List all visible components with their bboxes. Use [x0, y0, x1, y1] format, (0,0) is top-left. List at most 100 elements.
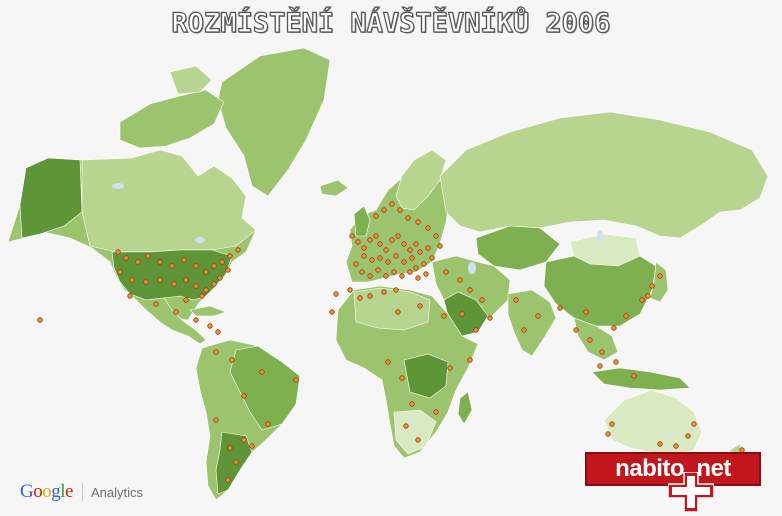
- landmass-british-isles: [353, 205, 371, 237]
- visitor-marker: [405, 215, 411, 221]
- visitor-marker: [403, 423, 409, 429]
- visitor-marker: [157, 277, 163, 283]
- visitor-marker: [583, 309, 589, 315]
- visitor-marker: [459, 311, 465, 317]
- landmass-cuba: [189, 305, 227, 317]
- visitor-marker: [407, 247, 413, 253]
- visitor-marker: [609, 421, 615, 427]
- visitor-marker: [383, 247, 389, 253]
- visitor-marker: [587, 337, 593, 343]
- visitor-marker: [467, 357, 473, 363]
- visitor-marker: [415, 275, 421, 281]
- visitor-marker: [395, 233, 401, 239]
- visitor-marker: [417, 249, 423, 255]
- visitor-marker: [393, 253, 399, 259]
- visitor-marker: [467, 287, 473, 293]
- visitor-marker: [235, 247, 241, 253]
- landmass-australia: [603, 389, 703, 457]
- visitor-marker: [385, 359, 391, 365]
- visitor-marker: [333, 291, 339, 297]
- visitor-marker: [443, 269, 449, 275]
- landmass-scandinavia: [395, 149, 447, 211]
- visitor-marker: [389, 237, 395, 243]
- visitor-marker: [605, 431, 611, 437]
- visitor-marker: [143, 279, 149, 285]
- visitor-marker: [241, 437, 247, 443]
- visitor-marker: [361, 253, 367, 259]
- visitor-marker: [535, 313, 541, 319]
- visitor-marker: [115, 249, 121, 255]
- visitor-marker: [413, 265, 419, 271]
- visitor-marker: [673, 443, 679, 449]
- visitor-marker: [181, 257, 187, 263]
- visitor-marker: [193, 283, 199, 289]
- visitor-markers: [37, 201, 745, 483]
- visitor-marker: [433, 233, 439, 239]
- visitor-marker: [691, 421, 697, 427]
- visitor-marker: [457, 277, 463, 283]
- visitor-marker: [613, 359, 619, 365]
- land-layer: [7, 47, 769, 501]
- landmass-indonesia: [591, 367, 691, 391]
- visitor-marker: [361, 245, 367, 251]
- landmass-southeast-asia: [573, 317, 619, 361]
- logo-divider: [81, 483, 83, 501]
- visitor-marker: [437, 243, 443, 249]
- landmass-arctic-islands: [119, 89, 225, 149]
- visitor-marker: [415, 219, 421, 225]
- visitor-marker: [293, 377, 299, 383]
- visitor-marker: [153, 301, 159, 307]
- visitor-marker: [199, 293, 205, 299]
- visitor-marker: [211, 263, 217, 269]
- visitor-marker: [397, 207, 403, 213]
- visitor-marker: [573, 327, 579, 333]
- landmass-sahara: [353, 287, 431, 331]
- visitor-marker: [123, 255, 129, 261]
- visitor-marker: [211, 281, 217, 287]
- visitor-marker: [241, 393, 247, 399]
- visitor-marker: [447, 365, 453, 371]
- visitor-marker: [685, 433, 691, 439]
- page-title: ROZMÍSTĚNÍ NÁVŠTĚVNÍKŮ 2006: [171, 7, 611, 39]
- visitor-marker: [373, 233, 379, 239]
- visitor-marker: [423, 271, 429, 277]
- visitor-marker: [377, 241, 383, 247]
- visitor-marker: [657, 273, 663, 279]
- landmass-greenland: [217, 47, 331, 197]
- visitor-marker: [441, 313, 447, 319]
- landmass-arctic-islands-2: [169, 65, 213, 95]
- visitor-marker: [129, 277, 135, 283]
- visitor-marker: [193, 317, 199, 323]
- visitor-marker: [227, 253, 233, 259]
- visitor-marker: [611, 325, 617, 331]
- visitor-marker: [409, 401, 415, 407]
- visitor-marker: [393, 287, 399, 293]
- visitor-marker: [381, 289, 387, 295]
- visitor-marker: [381, 207, 387, 213]
- visitor-marker: [401, 259, 407, 265]
- plus-cross-icon: [668, 472, 714, 512]
- visitor-marker: [207, 323, 213, 329]
- google-analytics-logo: Google Analytics: [20, 481, 143, 503]
- visitor-marker: [215, 329, 221, 335]
- visitor-marker: [373, 213, 379, 219]
- visitor-marker: [395, 309, 401, 315]
- visitor-marker: [357, 295, 363, 301]
- landmass-russia: [439, 111, 769, 239]
- visitor-marker: [213, 349, 219, 355]
- visitor-marker: [413, 241, 419, 247]
- visitor-marker: [385, 259, 391, 265]
- landmass-central-africa: [403, 353, 449, 399]
- visitor-marker: [359, 269, 365, 275]
- landmass-south-africa: [393, 409, 437, 455]
- visitor-marker: [429, 255, 435, 261]
- visitor-marker: [645, 293, 651, 299]
- visitor-marker: [229, 357, 235, 363]
- visitor-marker: [157, 259, 163, 265]
- visitor-marker: [353, 261, 359, 267]
- visitor-marker: [597, 363, 603, 369]
- visitor-marker: [203, 269, 209, 275]
- visitor-marker: [37, 317, 43, 323]
- visitor-marker: [631, 373, 637, 379]
- visitor-marker: [421, 261, 427, 267]
